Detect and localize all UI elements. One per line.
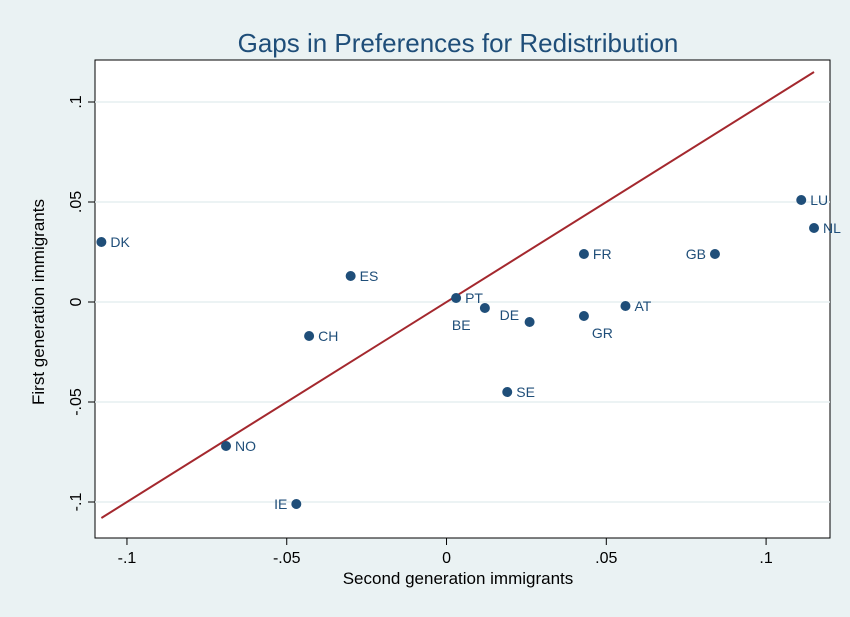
data-point-de — [524, 317, 535, 327]
point-label-pt: PT — [465, 290, 483, 306]
y-tick-label: 0 — [68, 297, 85, 306]
x-tick-label: -.1 — [118, 550, 137, 567]
axes: -.1 -.05 0 .05 .1 -.1 -.05 0 .05 .1 — [68, 95, 773, 567]
x-tick-label: -.05 — [273, 550, 301, 567]
y-tick-label: -.05 — [68, 388, 85, 416]
data-points: DK ES CH NO IE PT BE DE SE FR GR AT GB LU NL — [96, 192, 841, 512]
x-axis-title: Second generation immigrants — [343, 569, 574, 588]
point-label-se: SE — [516, 384, 535, 400]
x-tick-label: .05 — [595, 550, 617, 567]
point-label-fr: FR — [593, 246, 612, 262]
point-label-gb: GB — [686, 246, 706, 262]
data-point-nl — [809, 223, 820, 233]
data-point-no — [221, 441, 232, 451]
point-label-ie: IE — [274, 496, 287, 512]
data-point-gr — [578, 311, 589, 321]
point-label-lu: LU — [810, 192, 828, 208]
point-label-nl: NL — [823, 220, 841, 236]
y-tick-label: .05 — [68, 191, 85, 213]
point-label-es: ES — [360, 268, 379, 284]
y-tick-label: -.1 — [68, 493, 85, 512]
point-label-be: BE — [452, 317, 471, 333]
data-point-be — [479, 303, 490, 313]
point-label-gr: GR — [592, 325, 613, 341]
data-point-dk — [96, 237, 107, 247]
point-label-at: AT — [634, 298, 651, 314]
x-tick-label: .1 — [759, 550, 772, 567]
grid-lines — [95, 101, 830, 503]
data-point-gb — [709, 249, 720, 259]
y-tick-label: .1 — [68, 95, 85, 108]
data-point-ie — [291, 499, 302, 509]
point-label-de: DE — [500, 307, 519, 323]
y-axis-title: First generation immigrants — [29, 199, 48, 405]
point-label-ch: CH — [318, 328, 338, 344]
data-point-fr — [578, 249, 589, 259]
chart-title: Gaps in Preferences for Redistribution — [238, 28, 679, 58]
data-point-pt — [451, 293, 462, 303]
data-point-at — [620, 301, 631, 311]
data-point-se — [502, 387, 513, 397]
x-tick-label: 0 — [442, 550, 451, 567]
point-label-no: NO — [235, 438, 256, 454]
data-point-lu — [796, 195, 807, 205]
point-label-dk: DK — [110, 234, 130, 250]
data-point-es — [345, 271, 356, 281]
data-point-ch — [304, 331, 315, 341]
